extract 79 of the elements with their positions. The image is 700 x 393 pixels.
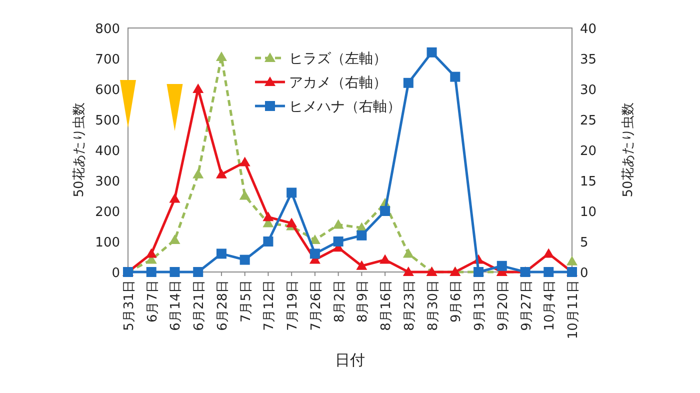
x-tick-label: 8月16日 (379, 280, 394, 331)
point (310, 248, 320, 259)
point (216, 51, 227, 61)
point (356, 260, 368, 270)
y2-tick-label: 25 (580, 114, 597, 128)
x-tick-label: 8月2日 (332, 280, 348, 323)
y-axis-title: 50花あたり虫数 (72, 102, 87, 198)
point (380, 254, 391, 264)
y2-tick-label: 40 (580, 22, 597, 37)
x-tick-label: 5月31日 (122, 280, 137, 331)
y2-tick-label: 35 (580, 52, 597, 68)
point (380, 206, 390, 216)
x-tick-label: 6月21日 (192, 280, 208, 331)
y2-tick-label: 15 (580, 174, 597, 190)
legend-label: ヒメハナ（右軸） (289, 99, 401, 115)
point (402, 248, 414, 258)
point (192, 84, 204, 93)
point (356, 230, 367, 240)
y-tick-label: 700 (95, 52, 120, 68)
point (262, 212, 274, 222)
point (426, 47, 437, 58)
legend-label: ヒラズ（左軸） (289, 51, 387, 67)
point (403, 78, 414, 88)
point (169, 234, 180, 244)
x-tick-label: 9月13日 (472, 280, 488, 331)
x-tick-label: 9月20日 (496, 280, 511, 331)
y-tick-label: 500 (95, 114, 120, 128)
x-tick-label: 7月5日 (238, 280, 254, 323)
x-tick-label: 10月11日 (566, 280, 581, 340)
point (286, 188, 297, 198)
y-tick-label: 800 (95, 22, 120, 37)
y2-tick-label: 0 (580, 266, 588, 281)
x-tick-label: 7月12日 (262, 280, 278, 331)
y2-tick-label: 5 (580, 236, 588, 250)
x-tick-label: 10月4日 (542, 280, 558, 331)
point (566, 256, 578, 266)
y-tick-label: 600 (95, 83, 120, 98)
point (263, 236, 274, 246)
y-tick-label: 300 (95, 174, 120, 190)
y2-axis-title: 50花あたり虫数 (621, 102, 636, 198)
legend-label: アカメ（右軸） (289, 75, 387, 91)
point (239, 190, 250, 200)
y-tick-label: 200 (95, 205, 120, 220)
point (146, 267, 156, 277)
y2-tick-label: 10 (580, 205, 597, 220)
point (333, 236, 344, 246)
point (239, 156, 250, 166)
point (309, 234, 320, 244)
point (496, 260, 507, 271)
y2-tick-label: 30 (580, 83, 597, 98)
point (543, 248, 554, 258)
point (544, 267, 554, 277)
point (332, 219, 344, 229)
y2-tick-label: 20 (580, 144, 597, 159)
point (146, 248, 157, 258)
point (192, 168, 204, 178)
x-tick-label: 6月28日 (215, 280, 230, 331)
point (286, 218, 298, 228)
x-tick-label: 7月19日 (286, 280, 301, 331)
x-tick-label: 7月26日 (308, 280, 324, 331)
x-tick-label: 6月14日 (168, 280, 184, 331)
x-tick-label: 9月27日 (519, 280, 534, 331)
x-tick-label: 6月7日 (145, 280, 160, 323)
point (240, 254, 250, 265)
point (170, 267, 180, 277)
y-tick-label: 0 (112, 266, 120, 281)
point (450, 72, 460, 82)
x-tick-label: 9月6日 (449, 280, 464, 323)
point (169, 193, 180, 203)
point (193, 267, 204, 277)
x-tick-label: 8月23日 (402, 280, 418, 331)
x-tick-label: 8月30日 (426, 280, 441, 331)
x-tick-label: 8月9日 (356, 280, 371, 323)
x-axis-title: 日付 (335, 351, 365, 369)
y-tick-label: 400 (95, 144, 120, 159)
point (216, 248, 226, 259)
y-tick-label: 100 (95, 236, 120, 250)
point (402, 266, 414, 276)
point (216, 168, 227, 178)
